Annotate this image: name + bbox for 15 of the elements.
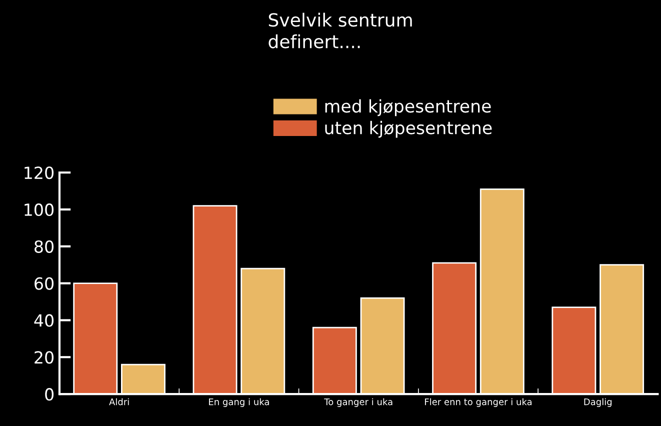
x-tick-label: Daglig (584, 398, 612, 407)
legend-label: uten kjøpesentrene (325, 120, 492, 138)
chart-title: Svelvik sentrum definert.... (268, 12, 412, 48)
y-tick-label: 40 (34, 314, 54, 327)
y-tick-label: 0 (45, 388, 54, 401)
y-tick-label: 60 (34, 277, 54, 290)
y-tick-label: 80 (34, 240, 54, 253)
x-tick-label: Fler enn to ganger i uka (425, 398, 532, 407)
y-tick-label: 100 (24, 203, 54, 216)
x-tick-label: Aldri (109, 398, 129, 406)
x-tick-label: To ganger i uka (324, 398, 392, 407)
x-tick-label: En gang i uka (209, 398, 269, 407)
legend-label: med kjøpesentrene (325, 99, 491, 116)
y-tick-label: 20 (34, 351, 54, 364)
y-tick-label: 120 (24, 166, 54, 180)
